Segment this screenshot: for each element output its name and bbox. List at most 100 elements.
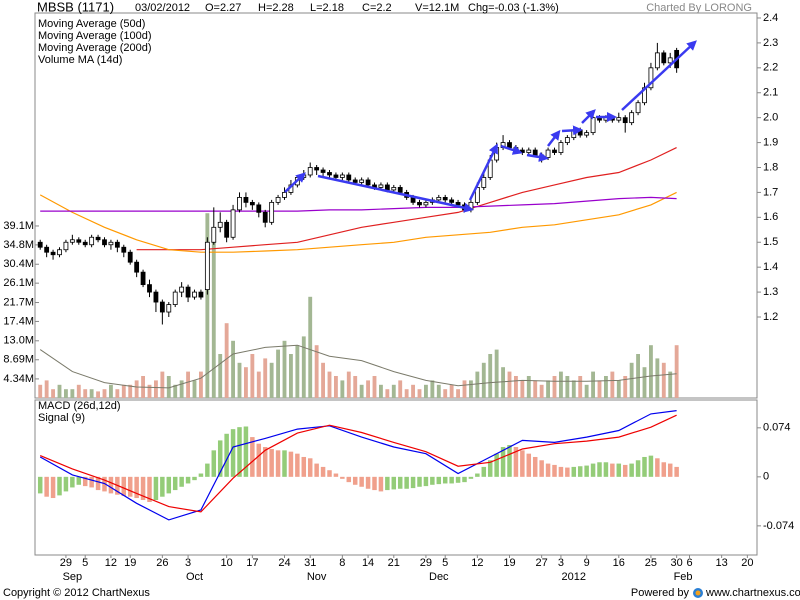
candle-body [584,132,590,136]
volume-bar [424,384,428,398]
macd-histogram-bar [153,476,159,501]
macd-histogram-bar [127,476,133,497]
candle-body [159,301,165,313]
candle-body [269,201,275,223]
powered-by: Powered by [631,587,690,599]
y-tick-label: 21.7M [3,296,34,308]
x-tick-label: 3 [558,557,564,569]
volume-bar [256,371,261,398]
candle-body [44,246,50,253]
macd-histogram-bar [365,476,371,489]
volume-bar [301,336,306,398]
volume-bar [83,389,88,398]
macd-histogram-bar [590,463,596,477]
candle-body [95,236,101,241]
x-tick-label: 19 [503,557,515,569]
candle-body [397,187,403,193]
candle-body [635,102,641,114]
macd-histogram-bar [108,476,114,494]
candle-body [327,172,332,176]
candle-body [192,291,197,298]
candle-body [320,169,326,173]
x-tick-label: 20 [741,557,753,569]
x-tick-label: 29 [420,557,432,569]
y-tick-label: 8.69M [3,354,34,366]
volume-bar [481,362,486,398]
price-panel [34,12,758,399]
x-tick-label: 8 [339,557,345,569]
month-label: Oct [186,571,203,583]
candle-body [365,179,371,186]
volume-bar [96,391,100,398]
macd-histogram-bar [442,476,448,484]
macd-histogram-bar [121,476,127,497]
macd-histogram-bar [372,476,377,491]
volume-bar [327,371,332,398]
candle-body [532,149,538,156]
volume-bar [571,380,576,398]
y-tick-label: 1.8 [763,161,778,173]
macd-histogram-bar [622,464,628,477]
candle-body [384,184,390,191]
macd-histogram-bar [558,466,564,477]
macd-histogram-bar [449,476,454,484]
macd-histogram-bar [282,450,287,477]
macd-histogram-bar [63,476,69,492]
trend-arrow [317,174,474,213]
y-tick-label: 1.5 [763,236,778,248]
macd-histogram-bar [481,466,487,477]
trend-arrow [500,144,523,155]
y-tick-label: 2.3 [763,37,778,49]
x-tick-label: 5 [442,557,448,569]
macd-histogram-bar [44,476,49,497]
macd-histogram-bar [76,476,82,485]
volume-bar [276,349,280,398]
volume-bar [411,384,415,398]
volume-bar [385,389,390,398]
y-tick-label: 1.2 [763,311,778,323]
macd-histogram-bar [378,476,384,492]
x-tick-label: 27 [536,557,548,569]
macd-histogram-bar [295,453,300,477]
candle-body [339,174,345,178]
volume-bar [379,384,383,398]
volume-bar [289,354,293,398]
volume-bar [115,389,120,398]
macd-histogram-bar [667,463,673,477]
volume-bar [263,358,268,398]
trend-arrow [561,125,583,136]
macd-histogram-bar [185,476,191,484]
quote-low: L=2.18 [310,2,344,14]
volume-bar [533,380,538,398]
volume-bar [366,380,370,398]
candle-body [147,284,152,293]
macd-histogram-bar [661,462,667,477]
macd-histogram-bar [95,476,101,491]
y-tick-label: 2.1 [763,87,778,99]
trend-arrow [621,40,697,111]
volume-bar [565,376,570,398]
quote-date: 03/02/2012 [135,2,190,14]
candle-body [82,241,88,246]
volume-bar [494,349,499,398]
quote-volume: V=12.1M [415,2,459,14]
candle-body [230,209,236,238]
macd-histogram-bar [423,476,429,487]
candle-body [166,304,172,313]
macd-histogram-bar [288,451,294,477]
macd-histogram-bar [275,450,281,477]
candle-body [63,241,69,251]
macd-histogram-bar [179,476,184,487]
volume-bar [295,345,300,398]
moving-average-line [136,147,677,251]
macd-histogram-bar [385,476,390,491]
credit: Charted By LORONG [646,2,752,14]
site-link[interactable]: www.chartnexus.com [705,587,800,599]
candle-body [590,117,596,134]
volume-bar [661,362,666,398]
macd-histogram-bar [507,445,512,477]
y-tick-label: 1.7 [763,186,778,198]
candle-body [417,201,422,206]
candle-body [359,179,365,183]
